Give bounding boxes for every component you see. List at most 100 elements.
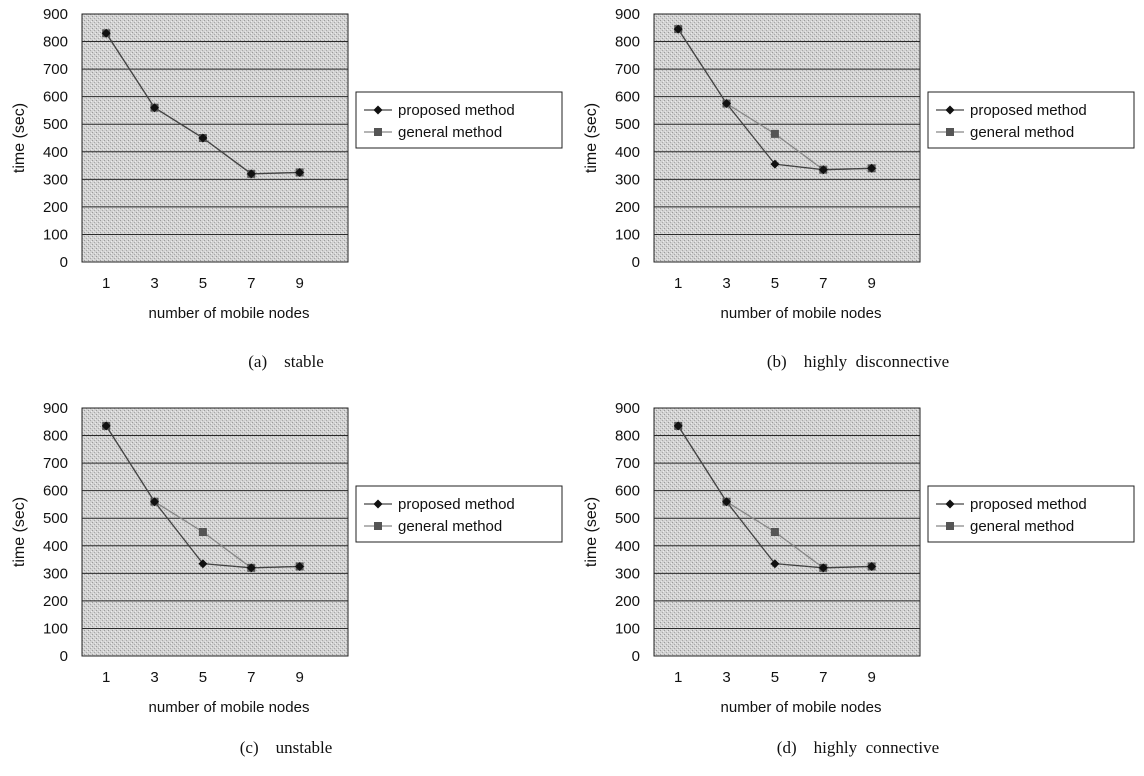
point-b-proposed-0 xyxy=(673,24,683,34)
y-tick-label-c-5: 500 xyxy=(43,510,68,527)
y-axis-label-d: time (sec) xyxy=(583,497,600,567)
chart-b-svg: 0 100 200 300 400 500 600 700 800 900 1 3 5 7 9 number … xyxy=(583,6,1135,322)
chart-c-caption: (c) unstable xyxy=(0,738,572,758)
y-tick-label-b-3: 300 xyxy=(615,171,640,188)
y-tick-label-d-4: 400 xyxy=(615,538,640,555)
y-tick-label-c-0: 0 xyxy=(60,648,68,665)
chart-panel-c: 0 100 200 300 400 500 600 700 800 900 1 3 5 7 9 number … xyxy=(0,394,572,776)
point-c-general-2 xyxy=(198,528,207,536)
point-d-general-2 xyxy=(770,528,779,536)
y-tick-label-c-9: 900 xyxy=(43,400,68,417)
point-c-proposed-0 xyxy=(101,421,111,431)
y-tick-label-a-2: 200 xyxy=(43,199,68,216)
legend-label-d-general: general method xyxy=(970,518,1074,535)
x-tick-label-d-4: 9 xyxy=(867,669,875,686)
y-tick-label-b-5: 500 xyxy=(615,116,640,133)
legend-marker-d-general xyxy=(946,522,954,530)
y-tick-label-d-1: 100 xyxy=(615,620,640,637)
legend-label-a-proposed: proposed method xyxy=(398,102,515,119)
y-tick-label-d-9: 900 xyxy=(615,400,640,417)
chart-c-caption-label: (c) xyxy=(239,738,259,757)
chart-a-caption-text: stable xyxy=(284,352,324,371)
legend-marker-b-general xyxy=(946,128,954,136)
chart-c-svg: 0 100 200 300 400 500 600 700 800 900 1 3 5 7 9 number … xyxy=(11,400,563,716)
chart-panel-d: 0 100 200 300 400 500 600 700 800 900 1 3 5 7 9 number … xyxy=(572,394,1144,776)
legend-label-c-proposed: proposed method xyxy=(398,496,515,513)
y-tick-label-b-1: 100 xyxy=(615,226,640,243)
legend-label-b-general: general method xyxy=(970,124,1074,141)
legend-marker-a-proposed xyxy=(373,105,383,115)
x-tick-label-d-1: 3 xyxy=(722,669,730,686)
point-a-proposed-3 xyxy=(246,169,256,179)
y-tick-label-d-6: 600 xyxy=(615,483,640,500)
x-tick-label-c-1: 3 xyxy=(150,669,158,686)
legend-marker-c-general xyxy=(374,522,382,530)
x-tick-label-d-0: 1 xyxy=(674,669,682,686)
y-tick-label-c-2: 200 xyxy=(43,593,68,610)
point-d-proposed-4 xyxy=(867,561,877,571)
chart-a-caption: (a) stable xyxy=(0,352,572,372)
y-tick-label-a-5: 500 xyxy=(43,116,68,133)
point-d-proposed-0 xyxy=(673,421,683,431)
point-b-proposed-1 xyxy=(722,99,732,109)
chart-b-caption-label: (b) xyxy=(766,352,787,371)
x-tick-label-d-3: 7 xyxy=(819,669,827,686)
chart-b-caption-text: highly disconnective xyxy=(803,352,950,371)
legend-label-b-proposed: proposed method xyxy=(970,102,1087,119)
plot-area-d xyxy=(653,407,921,657)
legend-box-c xyxy=(355,485,563,543)
y-tick-label-c-8: 800 xyxy=(43,428,68,445)
x-tick-label-c-2: 5 xyxy=(199,669,207,686)
legend-marker-c-proposed xyxy=(373,499,383,509)
y-tick-label-b-9: 900 xyxy=(615,6,640,23)
chart-a-svg: 0 100 200 300 400 500 600 700 800 900 1 3 5 7 9 number … xyxy=(11,6,563,322)
chart-c-caption-text: unstable xyxy=(275,738,333,757)
y-tick-label-d-7: 700 xyxy=(615,455,640,472)
y-tick-label-b-2: 200 xyxy=(615,199,640,216)
x-tick-label-c-0: 1 xyxy=(102,669,110,686)
point-b-general-2 xyxy=(770,129,779,138)
y-tick-label-c-7: 700 xyxy=(43,455,68,472)
y-tick-label-a-6: 600 xyxy=(43,89,68,106)
point-a-proposed-0 xyxy=(101,28,111,38)
x-tick-label-b-0: 1 xyxy=(674,275,682,292)
y-tick-label-c-3: 300 xyxy=(43,565,68,582)
point-c-proposed-4 xyxy=(295,561,305,571)
y-tick-label-d-8: 800 xyxy=(615,428,640,445)
legend-label-a-general: general method xyxy=(398,124,502,141)
y-tick-label-c-4: 400 xyxy=(43,538,68,555)
chart-d-caption: (d) highly connective xyxy=(572,738,1144,758)
x-tick-label-b-1: 3 xyxy=(722,275,730,292)
legend-box-d xyxy=(927,485,1135,543)
legend-box-b xyxy=(927,91,1135,149)
x-tick-label-a-4: 9 xyxy=(295,275,303,292)
chart-a-caption-label: (a) xyxy=(248,352,268,371)
x-axis-label-b: number of mobile nodes xyxy=(721,305,882,322)
legend-marker-d-proposed xyxy=(945,499,955,509)
point-b-proposed-3 xyxy=(818,165,828,175)
y-tick-label-d-5: 500 xyxy=(615,510,640,527)
y-tick-label-d-3: 300 xyxy=(615,565,640,582)
y-axis-label-c: time (sec) xyxy=(11,497,28,567)
chart-d-caption-text: highly connective xyxy=(813,738,940,757)
y-tick-label-d-2: 200 xyxy=(615,593,640,610)
legend-marker-a-general xyxy=(374,128,382,136)
plot-area-a xyxy=(81,13,349,263)
x-tick-label-b-2: 5 xyxy=(771,275,779,292)
x-tick-label-c-4: 9 xyxy=(295,669,303,686)
y-tick-label-a-0: 0 xyxy=(60,254,68,271)
point-a-proposed-1 xyxy=(150,103,160,113)
x-tick-label-a-1: 3 xyxy=(150,275,158,292)
y-tick-label-d-0: 0 xyxy=(632,648,640,665)
y-axis-label-b: time (sec) xyxy=(583,103,600,173)
y-tick-label-a-8: 800 xyxy=(43,34,68,51)
y-tick-label-a-9: 900 xyxy=(43,6,68,23)
x-axis-label-c: number of mobile nodes xyxy=(149,699,310,716)
y-tick-label-a-4: 400 xyxy=(43,144,68,161)
legend-label-c-general: general method xyxy=(398,518,502,535)
point-d-proposed-2 xyxy=(770,559,780,569)
point-c-proposed-3 xyxy=(246,563,256,573)
chart-panel-b: 0 100 200 300 400 500 600 700 800 900 1 3 5 7 9 number … xyxy=(572,0,1144,382)
y-tick-label-a-7: 700 xyxy=(43,61,68,78)
y-tick-label-b-6: 600 xyxy=(615,89,640,106)
